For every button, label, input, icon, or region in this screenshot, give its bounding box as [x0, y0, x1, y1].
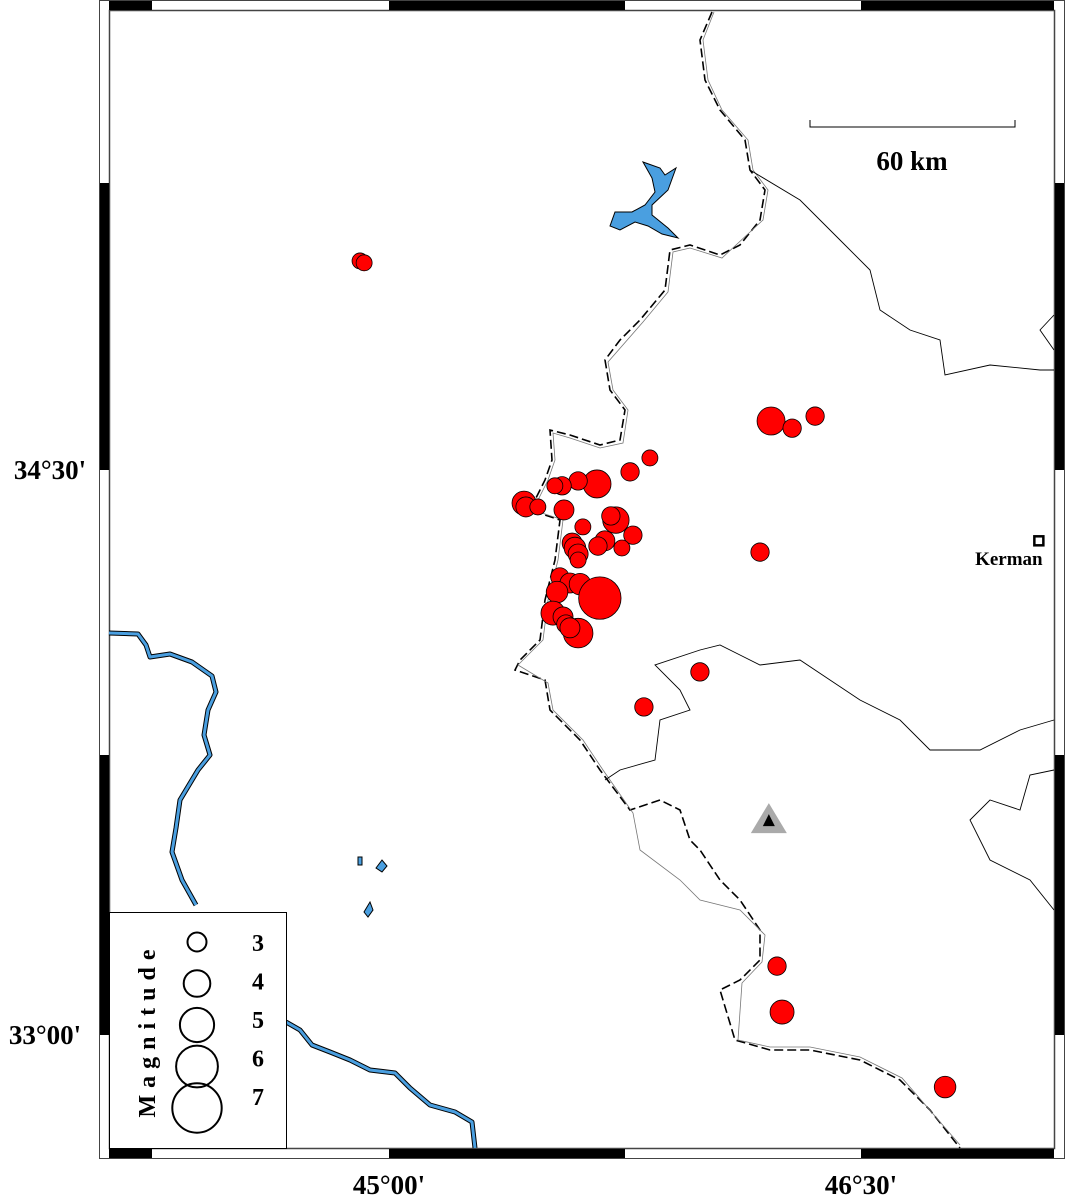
legend-circle	[171, 1082, 223, 1134]
legend-circle	[186, 931, 208, 953]
magnitude-legend: Magnitude 3 4 5 6 7	[109, 912, 287, 1149]
earthquake-event[interactable]	[553, 499, 575, 521]
earthquake-event[interactable]	[588, 536, 608, 556]
scale-bar: 60 km	[809, 120, 1016, 176]
legend-circle	[175, 1044, 219, 1089]
earthquake-event[interactable]	[623, 525, 643, 545]
earthquake-event[interactable]	[568, 471, 588, 491]
earthquake-event[interactable]	[641, 449, 659, 467]
earthquake-event[interactable]	[769, 999, 795, 1025]
city-kerman: Kerman	[975, 535, 1045, 570]
reservoir-lake	[609, 161, 680, 239]
earthquake-event[interactable]	[613, 539, 631, 557]
province-borders	[604, 169, 1055, 911]
city-label: Kerman	[975, 549, 1043, 570]
earthquake-event[interactable]	[546, 477, 564, 495]
earthquake-event[interactable]	[601, 506, 621, 526]
legend-label: 6	[252, 1047, 264, 1073]
city-square-icon	[1033, 535, 1045, 547]
earthquake-event[interactable]	[574, 518, 592, 536]
legend-label: 5	[252, 1008, 264, 1034]
legend-label: 3	[252, 931, 264, 957]
small-lakes	[357, 856, 388, 918]
scale-bar-label: 60 km	[876, 146, 948, 176]
lat-label-2: 33°00'	[9, 1020, 81, 1050]
earthquake-event[interactable]	[750, 542, 770, 562]
earthquake-event[interactable]	[620, 462, 640, 482]
station-triangle-icon[interactable]	[750, 803, 787, 834]
earthquake-event[interactable]	[933, 1075, 957, 1099]
earthquake-event[interactable]	[578, 576, 622, 620]
earthquake-event[interactable]	[355, 254, 373, 272]
legend-label: 7	[252, 1085, 264, 1111]
lon-label-1: 45°00'	[353, 1170, 425, 1197]
international-border	[513, 11, 961, 1149]
earthquake-event[interactable]	[529, 498, 547, 516]
earthquake-event[interactable]	[545, 580, 569, 604]
earthquake-event[interactable]	[782, 418, 802, 438]
legend-circle	[178, 1006, 216, 1044]
legend-label: 4	[252, 970, 264, 996]
earthquake-event[interactable]	[690, 662, 710, 682]
lat-label-1: 34°30'	[14, 455, 86, 485]
earthquake-event[interactable]	[767, 956, 787, 976]
earthquake-events	[351, 252, 957, 1099]
lon-label-2: 46°30'	[825, 1170, 897, 1197]
earthquake-event[interactable]	[559, 617, 581, 639]
earthquake-event[interactable]	[569, 551, 587, 569]
legend-title: Magnitude	[135, 942, 161, 1117]
earthquake-event[interactable]	[634, 697, 654, 717]
earthquake-event[interactable]	[756, 406, 786, 436]
earthquake-event[interactable]	[805, 406, 825, 426]
legend-circle	[182, 969, 212, 998]
